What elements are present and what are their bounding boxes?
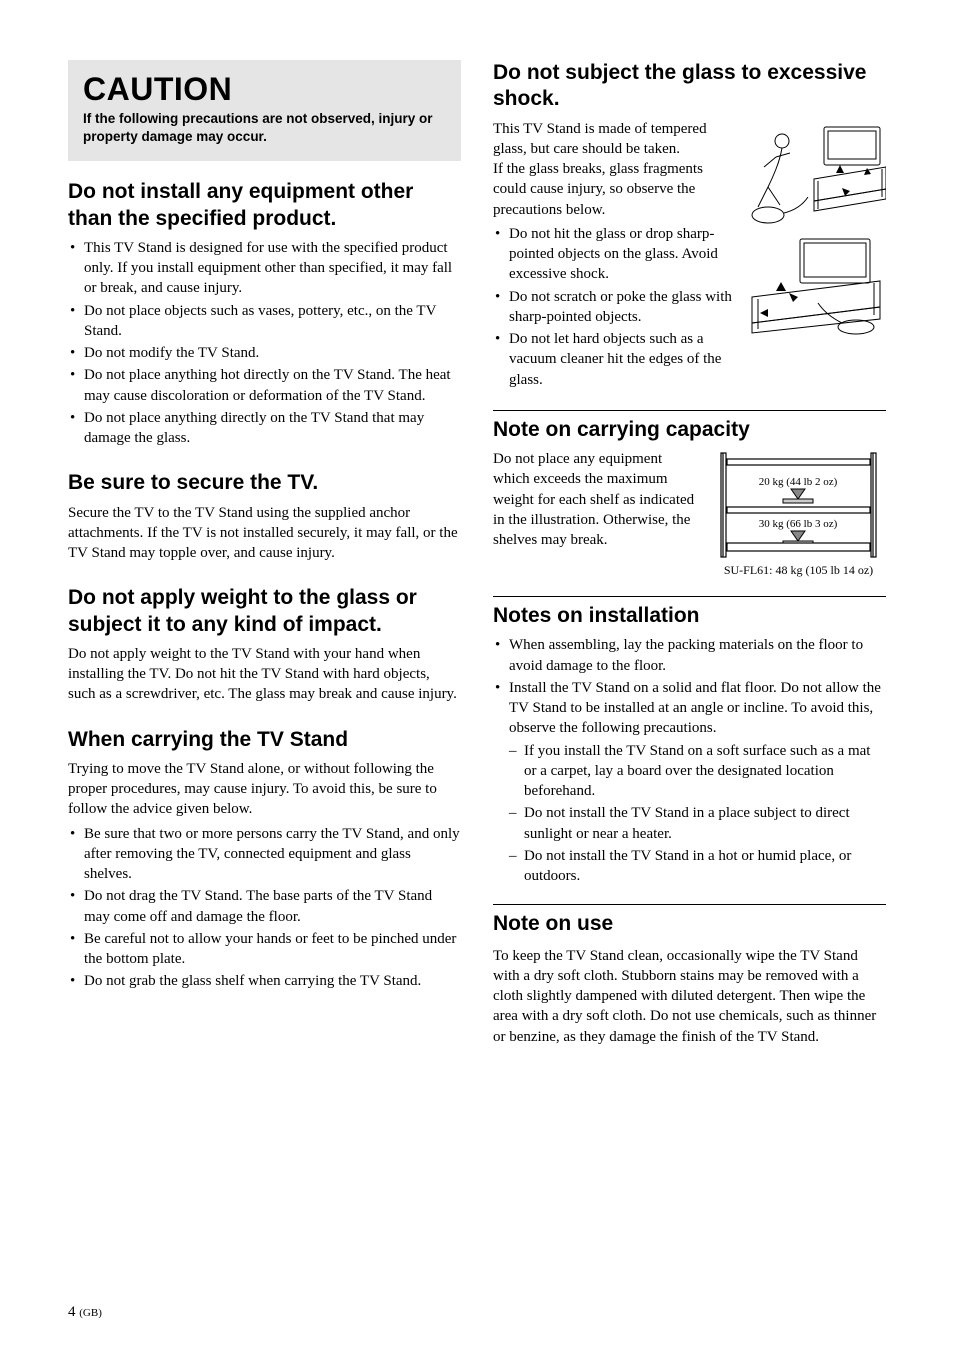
- heading-notes-installation: Notes on installation: [493, 596, 886, 629]
- shelf-caption: SU-FL61: 48 kg (105 lb 14 oz): [711, 563, 886, 578]
- caution-box: CAUTION If the following precautions are…: [68, 60, 461, 161]
- shelf-capacity-illustration: 20 kg (44 lb 2 oz) 30 kg (66 lb 3 oz) SU…: [711, 449, 886, 578]
- shelf-top-label: 20 kg (44 lb 2 oz): [759, 476, 838, 488]
- installation-dashes: If you install the TV Stand on a soft su…: [509, 741, 886, 887]
- heading-note-on-use: Note on use: [493, 904, 886, 937]
- list-item: Do not place anything directly on the TV…: [68, 408, 461, 449]
- right-column: Do not subject the glass to excessive sh…: [493, 60, 886, 1047]
- list-item: Do not hit the glass or drop sharp-point…: [493, 224, 736, 285]
- list-item: Do not place objects such as vases, pott…: [68, 301, 461, 342]
- page-lang: (GB): [79, 1307, 102, 1319]
- heading-glass-shock: Do not subject the glass to excessive sh…: [493, 60, 886, 113]
- heading-secure-tv: Be sure to secure the TV.: [68, 470, 461, 496]
- page-footer: 4 (GB): [68, 1304, 102, 1321]
- list-item: Do not install the TV Stand in a place s…: [509, 803, 886, 844]
- note-on-use-body: To keep the TV Stand clean, occasionally…: [493, 946, 886, 1047]
- left-column: CAUTION If the following precautions are…: [68, 60, 461, 1047]
- caution-subtitle: If the following precautions are not obs…: [83, 110, 446, 146]
- caution-title: CAUTION: [83, 71, 446, 108]
- list-item: Do not install the TV Stand in a hot or …: [509, 846, 886, 887]
- secure-tv-body: Secure the TV to the TV Stand using the …: [68, 503, 461, 564]
- shelf-bottom-label: 30 kg (66 lb 3 oz): [759, 518, 838, 530]
- list-item: When assembling, lay the packing materia…: [493, 635, 886, 676]
- list-item: Do not let hard objects such as a vacuum…: [493, 329, 736, 390]
- heading-install: Do not install any equipment other than …: [68, 179, 461, 232]
- heading-carrying-capacity: Note on carrying capacity: [493, 410, 886, 443]
- carrying-bullets: Be sure that two or more persons carry t…: [68, 824, 461, 992]
- list-item: This TV Stand is designed for use with t…: [68, 238, 461, 299]
- glass-weight-body: Do not apply weight to the TV Stand with…: [68, 644, 461, 705]
- vacuum-illustration: [746, 119, 886, 335]
- installation-bullets: When assembling, lay the packing materia…: [493, 635, 886, 886]
- list-item: Do not drag the TV Stand. The base parts…: [68, 886, 461, 927]
- heading-glass-weight: Do not apply weight to the glass or subj…: [68, 585, 461, 638]
- list-item: Do not grab the glass shelf when carryin…: [68, 971, 461, 991]
- carrying-capacity-body: Do not place any equipment which exceeds…: [493, 449, 701, 550]
- heading-carrying: When carrying the TV Stand: [68, 727, 461, 753]
- glass-shock-p1: This TV Stand is made of tempered glass,…: [493, 119, 736, 160]
- list-item: Install the TV Stand on a solid and flat…: [493, 678, 886, 887]
- list-item: If you install the TV Stand on a soft su…: [509, 741, 886, 802]
- list-item: Do not modify the TV Stand.: [68, 343, 461, 363]
- list-item: Be sure that two or more persons carry t…: [68, 824, 461, 885]
- glass-shock-bullets: Do not hit the glass or drop sharp-point…: [493, 224, 736, 390]
- list-item-text: Install the TV Stand on a solid and flat…: [509, 680, 881, 737]
- glass-shock-p2: If the glass breaks, glass fragments cou…: [493, 159, 736, 220]
- list-item: Do not place anything hot directly on th…: [68, 365, 461, 406]
- list-item: Do not scratch or poke the glass with sh…: [493, 287, 736, 328]
- page-number: 4: [68, 1304, 76, 1320]
- install-bullets: This TV Stand is designed for use with t…: [68, 238, 461, 449]
- list-item: Be careful not to allow your hands or fe…: [68, 929, 461, 970]
- carrying-body: Trying to move the TV Stand alone, or wi…: [68, 759, 461, 820]
